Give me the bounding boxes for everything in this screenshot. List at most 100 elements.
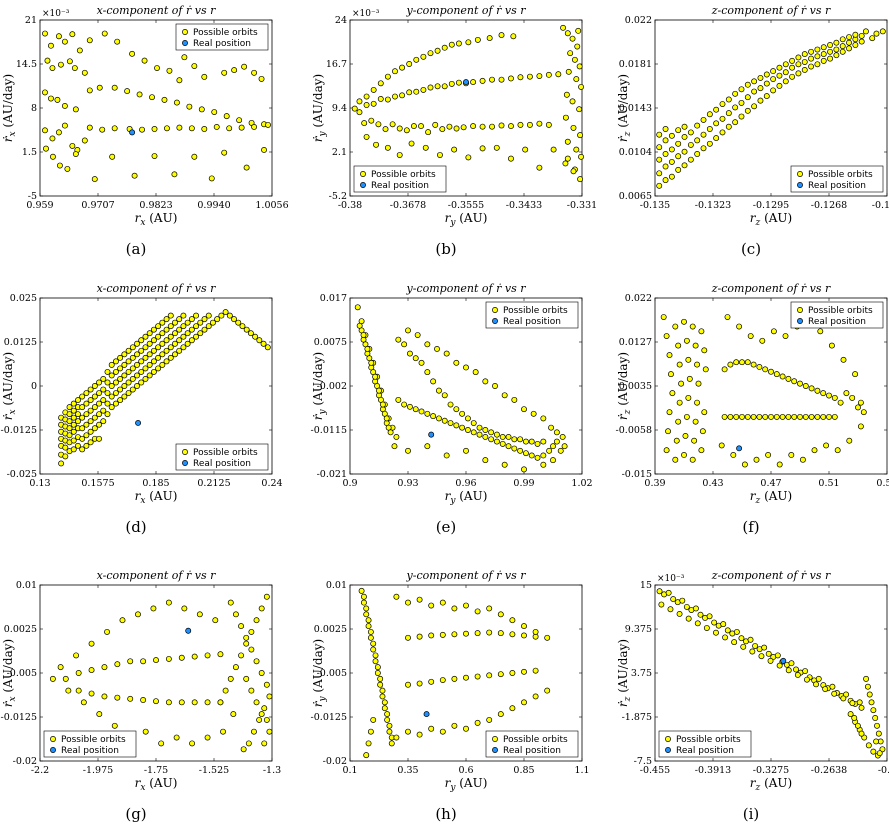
possible-orbit-point bbox=[399, 64, 406, 71]
x-tick-label: -0.3678 bbox=[390, 200, 426, 211]
possible-orbit-point bbox=[427, 84, 434, 91]
possible-orbit-point bbox=[758, 653, 765, 660]
possible-orbit-point bbox=[405, 681, 411, 688]
possible-orbit-point bbox=[681, 148, 688, 155]
possible-orbit-point bbox=[54, 96, 61, 103]
possible-orbit-point bbox=[159, 361, 166, 368]
possible-orbit-point bbox=[789, 64, 796, 71]
possible-orbit-point bbox=[713, 106, 720, 113]
chart-title: z-component of ṙ vs r bbox=[711, 569, 831, 582]
possible-orbit-point bbox=[253, 699, 260, 706]
possible-orbit-point bbox=[802, 413, 809, 420]
possible-orbit-point bbox=[108, 404, 115, 411]
possible-orbit-point bbox=[373, 141, 379, 148]
possible-orbit-point bbox=[201, 126, 208, 132]
possible-orbit-point bbox=[706, 140, 713, 147]
possible-orbit-point bbox=[829, 683, 836, 690]
possible-orbit-point bbox=[124, 88, 131, 95]
possible-orbit-point bbox=[70, 407, 77, 414]
possible-orbit-point bbox=[167, 333, 174, 340]
possible-orbit-point bbox=[150, 358, 157, 365]
real-position-point bbox=[428, 431, 435, 438]
possible-orbit-point bbox=[839, 48, 846, 55]
possible-orbit-point bbox=[83, 400, 90, 407]
possible-orbit-point bbox=[575, 27, 582, 34]
possible-orbit-point bbox=[724, 627, 731, 634]
possible-orbit-point bbox=[424, 443, 431, 450]
possible-orbit-point bbox=[858, 704, 865, 711]
y-axis-label: ṙy (AU/day) bbox=[311, 74, 328, 142]
possible-orbit-point bbox=[681, 162, 688, 169]
y-tick-label: 0.01 bbox=[16, 580, 37, 591]
possible-orbit-point bbox=[150, 347, 157, 354]
possible-orbit-point bbox=[498, 76, 505, 83]
x-tick-label: 0.9 bbox=[342, 478, 357, 489]
possible-orbit-point bbox=[416, 731, 423, 738]
x-tick-label: 0.85 bbox=[513, 765, 534, 776]
possible-orbit-point bbox=[451, 146, 458, 153]
possible-orbit-point bbox=[713, 135, 720, 142]
possible-orbit-point bbox=[573, 76, 580, 83]
x-tick-label: 1.0056 bbox=[255, 200, 288, 211]
possible-orbit-point bbox=[193, 323, 200, 330]
possible-orbit-point bbox=[91, 176, 98, 183]
possible-orbit-point bbox=[713, 120, 720, 127]
chart-panel-i: z-component of ṙ vs r -0.455 -0.3913 -0.327… bbox=[616, 569, 889, 823]
panel-caption: (c) bbox=[741, 240, 761, 258]
possible-orbit-point bbox=[395, 396, 402, 403]
possible-orbit-point bbox=[55, 33, 62, 40]
possible-orbit-point bbox=[204, 652, 211, 659]
possible-orbit-point bbox=[61, 103, 68, 109]
possible-orbit-point bbox=[134, 372, 140, 379]
legend-label-possible: Possible orbits bbox=[503, 735, 568, 745]
y-tick-label: 0.017 bbox=[320, 293, 347, 304]
possible-orbit-point bbox=[694, 137, 701, 144]
possible-orbit-point bbox=[725, 110, 732, 117]
possible-orbit-point bbox=[528, 452, 535, 459]
possible-orbit-point bbox=[847, 711, 854, 718]
possible-orbit-point bbox=[368, 359, 375, 366]
possible-orbit-point bbox=[418, 359, 425, 366]
possible-orbit-point bbox=[42, 89, 48, 96]
possible-orbit-point bbox=[751, 88, 758, 95]
possible-orbit-point bbox=[460, 124, 467, 131]
possible-orbit-point bbox=[416, 596, 423, 603]
possible-orbit-point bbox=[66, 425, 73, 432]
legend-label-real: Real position bbox=[808, 317, 866, 327]
x-tick-label: 0.1575 bbox=[81, 478, 114, 489]
possible-orbit-point bbox=[96, 421, 103, 428]
panel-caption: (e) bbox=[436, 518, 457, 536]
possible-orbit-point bbox=[356, 98, 363, 105]
possible-orbit-point bbox=[428, 678, 435, 685]
possible-orbit-point bbox=[201, 326, 208, 333]
possible-orbit-point bbox=[205, 312, 212, 319]
possible-orbit-point bbox=[129, 386, 136, 393]
possible-orbit-point bbox=[681, 452, 687, 458]
possible-orbit-point bbox=[694, 122, 701, 129]
possible-orbit-point bbox=[43, 145, 49, 152]
legend-box bbox=[790, 165, 884, 193]
possible-orbit-point bbox=[62, 453, 69, 460]
possible-orbit-point bbox=[656, 144, 663, 151]
x-tick-label: 0.185 bbox=[142, 478, 169, 489]
possible-orbit-point bbox=[87, 428, 94, 435]
possible-orbit-point bbox=[526, 73, 533, 80]
possible-orbit-point bbox=[134, 383, 140, 389]
possible-orbit-point bbox=[564, 155, 571, 162]
legend-label-possible: Possible orbits bbox=[61, 735, 126, 745]
possible-orbit-point bbox=[833, 46, 840, 53]
possible-orbit-point bbox=[159, 351, 166, 358]
possible-orbit-point bbox=[762, 413, 769, 420]
possible-orbit-point bbox=[820, 44, 827, 51]
possible-orbit-point bbox=[413, 56, 420, 63]
possible-orbit-point bbox=[486, 672, 493, 679]
possible-orbit-point bbox=[214, 316, 221, 323]
possible-orbit-point bbox=[368, 117, 375, 124]
possible-orbit-point bbox=[217, 651, 224, 658]
possible-orbit-point bbox=[360, 599, 367, 606]
possible-orbit-point bbox=[479, 123, 486, 130]
possible-orbit-point bbox=[361, 120, 368, 127]
y-tick-label: 8 bbox=[31, 103, 37, 114]
possible-orbit-point bbox=[791, 413, 798, 420]
